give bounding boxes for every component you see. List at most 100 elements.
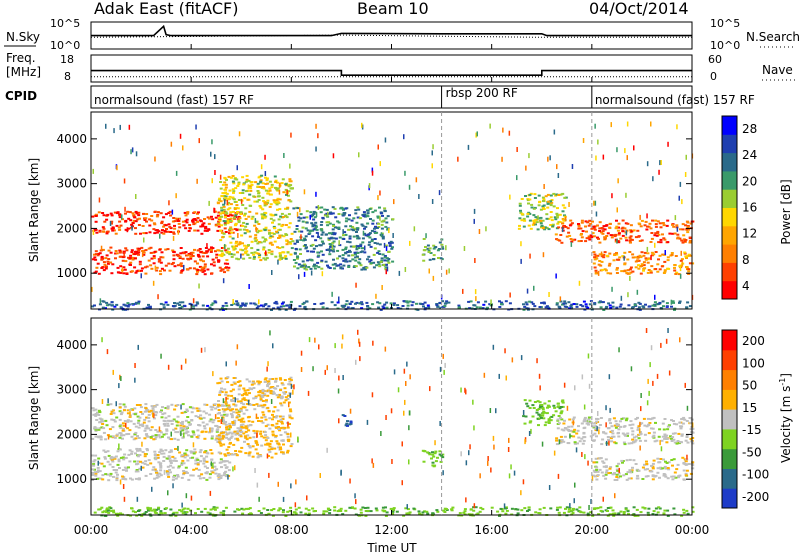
data-cell [364,510,368,512]
data-cell [309,211,313,214]
data-cell [224,466,228,469]
data-cell [366,215,370,218]
data-cell [611,509,615,512]
data-cell [634,418,638,421]
data-cell [287,199,291,202]
data-cell [350,228,354,231]
data-cell [178,217,181,220]
data-cell [105,218,109,221]
data-cell [374,507,378,510]
data-cell [238,241,242,244]
data-cell [332,225,336,227]
data-cell [686,512,690,515]
data-cell [136,251,140,254]
data-cell [141,513,145,516]
data-cell [498,373,500,379]
data-cell [230,304,234,306]
data-cell [613,424,617,427]
data-cell [198,451,202,454]
data-cell [168,225,172,228]
data-cell [610,122,612,128]
data-cell [359,511,363,514]
data-cell [369,245,373,248]
data-cell [255,430,259,433]
data-cell [233,510,237,513]
data-cell [301,220,305,223]
data-cell [322,512,326,515]
data-cell [441,247,445,250]
data-cell [589,511,593,514]
data-cell [222,203,226,206]
data-cell [194,219,198,222]
data-cell [607,302,611,305]
data-cell [163,412,167,415]
data-cell [368,236,372,239]
data-cell [199,251,203,254]
data-cell [434,246,438,249]
data-cell [176,475,180,478]
data-cell [630,366,633,372]
data-cell [166,230,170,233]
data-cell [223,464,227,467]
data-cell [203,229,207,232]
data-cell [555,212,559,215]
data-cell [647,305,651,308]
data-cell [328,247,331,253]
data-cell [178,226,182,229]
data-cell [174,404,178,407]
data-cell [105,424,109,427]
data-cell [684,474,688,477]
data-cell [597,426,601,429]
data-cell [418,512,422,515]
data-cell [300,367,303,372]
data-cell [276,385,280,388]
data-cell [138,270,142,272]
data-cell [555,193,559,196]
data-cell [629,471,633,474]
data-cell [272,410,276,413]
data-cell [224,183,228,186]
data-cell [641,466,645,469]
data-cell [183,432,185,438]
data-cell [445,508,448,511]
data-cell [263,238,267,241]
data-cell [600,227,604,229]
data-cell [584,240,588,243]
data-cell [575,447,578,453]
data-cell [146,508,150,511]
data-cell [593,302,597,305]
data-cell [107,479,111,482]
data-cell [384,506,387,509]
frequency-panel: Freq. [MHz] 18 8 60 0 Nave [6,51,796,83]
data-cell [222,512,225,515]
data-cell [113,420,117,423]
freq-right-tick-top: 60 [708,53,722,66]
data-cell [260,304,263,307]
data-cell [219,200,223,203]
data-cell [232,182,236,185]
data-cell [473,304,477,307]
data-cell [560,439,564,442]
data-cell [221,432,225,435]
data-cell [261,182,265,185]
data-cell [635,435,639,438]
data-cell [437,248,441,250]
data-cell [643,424,647,427]
data-cell [574,385,576,391]
data-cell [602,461,606,464]
data-cell [290,443,294,445]
data-cell [249,189,253,192]
data-cell [643,267,647,270]
data-cell [615,253,619,256]
data-cell [233,228,237,230]
data-cell [135,194,137,199]
data-cell [256,231,260,234]
data-cell [541,227,545,230]
data-cell [254,303,258,306]
data-cell [298,274,300,280]
data-cell [282,401,286,404]
data-cell [211,178,213,184]
data-cell [173,474,177,477]
data-cell [663,269,667,272]
data-cell [158,426,161,432]
